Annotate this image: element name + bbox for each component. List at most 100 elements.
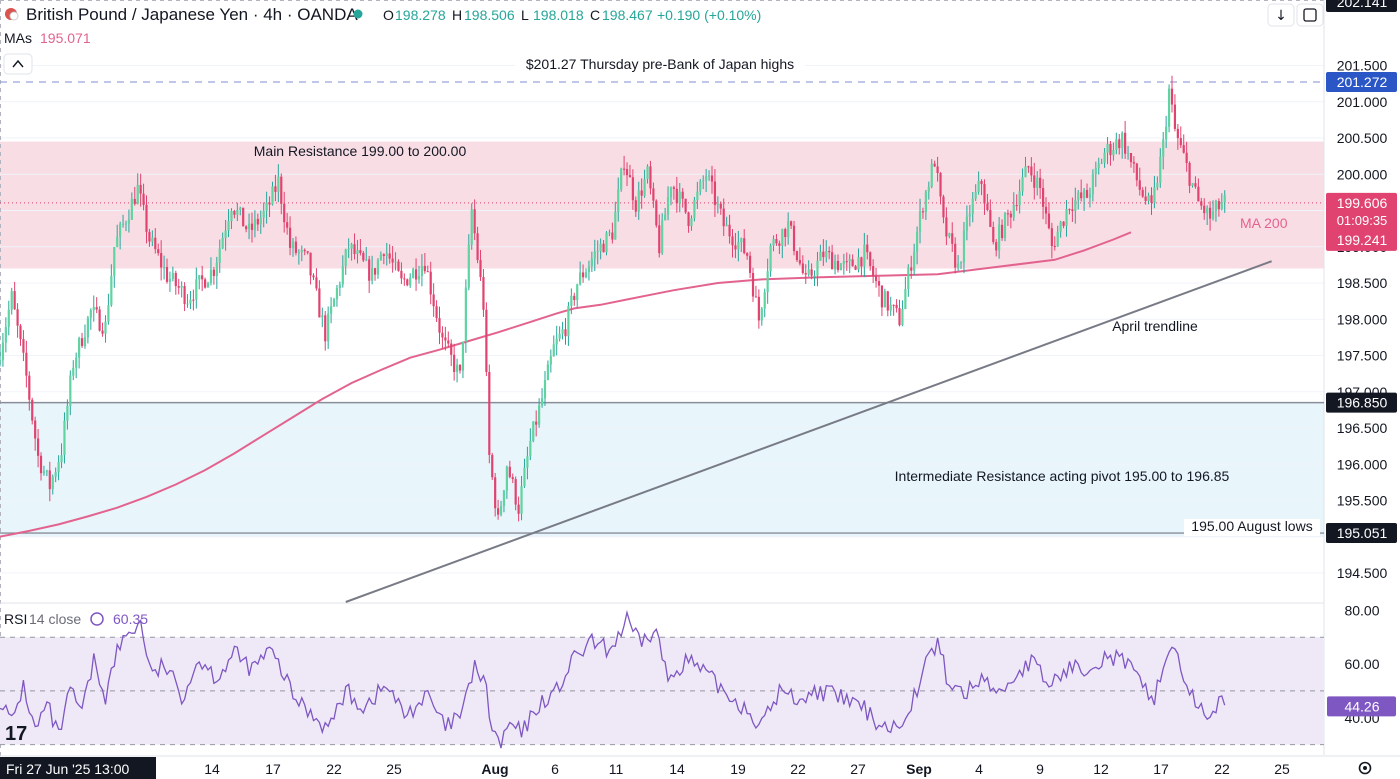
candle-body	[874, 276, 878, 282]
candle-body	[36, 438, 40, 456]
candle	[450, 339, 453, 367]
candle	[798, 247, 801, 266]
candle	[423, 252, 426, 274]
candle-body	[227, 221, 230, 231]
candle-body	[661, 220, 664, 254]
rsi-pane	[0, 609, 1324, 749]
candle-body	[1176, 128, 1179, 139]
candle-body	[625, 169, 629, 176]
candle-body	[734, 245, 737, 250]
candle	[414, 258, 418, 291]
candle	[540, 388, 544, 408]
countdown-badge: 01:09:35	[1337, 213, 1388, 228]
candle-body	[110, 275, 113, 306]
candle	[247, 213, 251, 240]
candle	[930, 159, 933, 189]
candle	[215, 256, 218, 289]
candle-body	[423, 265, 426, 272]
candle	[898, 299, 901, 327]
time-axis[interactable]: 14 17 22 25 Aug 6 11 14 19 22 27 Sep 4 9 12 17 22 25 Fri 2…	[0, 723, 1400, 779]
candle-body	[499, 506, 503, 515]
candle-body	[825, 251, 828, 258]
candle-body	[388, 253, 391, 259]
candle	[778, 240, 781, 255]
candle	[652, 182, 655, 208]
candle-body	[189, 299, 192, 304]
candle-body	[810, 269, 813, 276]
candle	[716, 196, 719, 214]
candle	[860, 256, 863, 276]
candle-body	[992, 226, 995, 243]
candle	[329, 297, 333, 324]
candle-body	[798, 260, 801, 264]
candle	[622, 155, 626, 176]
candle-body	[696, 191, 699, 201]
candle-body	[628, 175, 632, 178]
candle-body	[538, 405, 541, 425]
candle-body	[1009, 213, 1012, 218]
candle	[907, 264, 910, 297]
candle-body	[983, 184, 986, 204]
candle	[854, 264, 857, 271]
candle-body	[1003, 213, 1007, 239]
candle-body	[1062, 221, 1065, 226]
candle-body	[151, 237, 154, 242]
fullscreen-button[interactable]	[1296, 3, 1324, 27]
candle	[1015, 194, 1018, 211]
candle	[1021, 168, 1024, 196]
candle	[174, 270, 177, 295]
candle	[297, 249, 300, 265]
candle-body	[280, 176, 283, 204]
candle	[725, 216, 728, 227]
time-tick-label: 9	[1036, 761, 1044, 777]
candle	[86, 315, 89, 344]
candle	[417, 265, 421, 284]
candle	[435, 300, 438, 323]
candle-body	[526, 456, 529, 468]
collapse-legend-button[interactable]	[3, 53, 33, 75]
cursor-date-bg	[0, 757, 156, 779]
candle	[461, 341, 465, 379]
candle	[977, 171, 980, 195]
candle-body	[968, 213, 971, 217]
candle-body	[42, 471, 46, 474]
candle-body	[171, 272, 174, 279]
candle	[1147, 192, 1150, 205]
candle-body	[101, 330, 104, 334]
candle-body	[581, 272, 585, 278]
scroll-down-button[interactable]	[1267, 3, 1295, 27]
candle	[1003, 212, 1007, 242]
candle-body	[283, 203, 286, 223]
candle	[1129, 152, 1133, 168]
candle-body	[915, 231, 919, 252]
price-axis[interactable]: 194.500195.000195.500196.000196.500197.0…	[1325, 0, 1400, 779]
ohlc-c_value: 198.467	[602, 7, 653, 23]
candle	[177, 278, 180, 295]
candle-body	[857, 257, 860, 270]
candle	[51, 474, 54, 495]
price-tick-label: 198.000	[1337, 311, 1388, 327]
candle	[10, 287, 13, 315]
candle	[1220, 193, 1223, 211]
candle	[250, 212, 254, 243]
zone-pivot	[0, 402, 1324, 537]
candle-body	[39, 455, 43, 474]
time-tick-label: 19	[730, 761, 746, 777]
candle	[142, 183, 145, 211]
candle	[1006, 209, 1010, 227]
candle-body	[403, 278, 406, 280]
candle	[470, 203, 473, 250]
candle	[640, 178, 643, 209]
candle-body	[183, 286, 186, 305]
rsi-params: 14 close	[29, 611, 81, 627]
candle	[1036, 171, 1039, 196]
candle-body	[1000, 224, 1004, 239]
candle-body	[168, 278, 172, 282]
candle	[517, 496, 520, 522]
time-tick-label: 11	[609, 761, 624, 777]
pivot-top-badge: 196.850	[1337, 395, 1388, 411]
gear-icon[interactable]	[1358, 761, 1372, 775]
candle-body	[327, 313, 330, 342]
thursday-high-label-bg	[515, 57, 805, 74]
